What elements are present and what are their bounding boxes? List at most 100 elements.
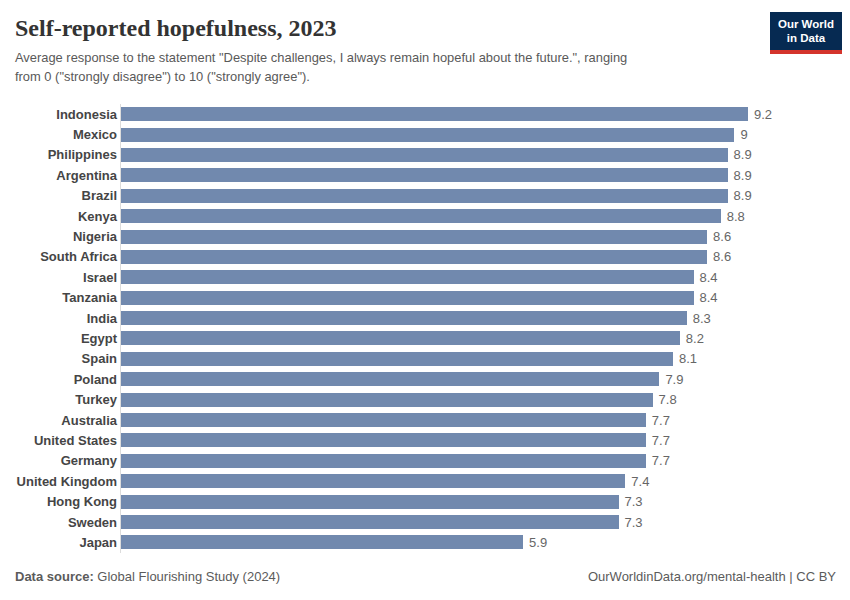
country-label: India [15,311,117,326]
plot-area: 7.9 [120,369,843,389]
chart-row: Germany 7.7 [15,451,843,471]
bar[interactable] [121,413,646,427]
plot-area: 7.7 [120,410,843,430]
chart-row: Japan 5.9 [15,532,843,552]
bar[interactable] [121,393,653,407]
value-label: 5.9 [529,535,547,550]
plot-area: 8.8 [120,206,843,226]
value-label: 8.2 [686,331,704,346]
plot-area: 7.8 [120,389,843,409]
chart-subtitle: Average response to the statement "Despi… [15,49,755,86]
chart-row: Argentina 8.9 [15,165,843,185]
value-label: 8.3 [693,311,711,326]
value-label: 7.7 [652,413,670,428]
country-label: Australia [15,413,117,428]
plot-area: 8.6 [120,226,843,246]
plot-area: 7.7 [120,451,843,471]
plot-area: 8.2 [120,328,843,348]
value-label: 9.2 [754,107,772,122]
chart-row: Spain8.1 [15,349,843,369]
plot-area: 8.9 [120,165,843,185]
bar[interactable] [121,250,707,264]
country-label: Kenya [15,209,117,224]
bar[interactable] [121,495,619,509]
value-label: 7.9 [665,372,683,387]
plot-area: 7.7 [120,430,843,450]
value-label: 8.9 [734,168,752,183]
value-label: 9 [740,127,747,142]
bar[interactable] [121,352,673,366]
country-label: Philippines [15,147,117,162]
country-label: Nigeria [15,229,117,244]
bar[interactable] [121,433,646,447]
plot-area: 7.3 [120,512,843,532]
chart-row: Nigeria8.6 [15,226,843,246]
bar[interactable] [121,474,625,488]
bar[interactable] [121,128,734,142]
country-label: United Kingdom [15,474,117,489]
bar[interactable] [121,454,646,468]
country-label: Brazil [15,188,117,203]
country-label: South Africa [15,249,117,264]
plot-area: 8.9 [120,145,843,165]
bar[interactable] [121,230,707,244]
value-label: 7.4 [631,474,649,489]
bar[interactable] [121,189,728,203]
bar[interactable] [121,535,523,549]
value-label: 7.7 [652,433,670,448]
plot-area: 8.6 [120,247,843,267]
country-label: Argentina [15,168,117,183]
license-url: OurWorldinData.org/mental-health | CC BY [588,569,836,584]
plot-area: 7.3 [120,491,843,511]
value-label: 8.1 [679,351,697,366]
plot-area: 8.1 [120,349,843,369]
chart-header: Self-reported hopefulness, 2023 Average … [15,15,755,86]
bar[interactable] [121,291,694,305]
subtitle-line-1: Average response to the statement "Despi… [15,50,627,65]
chart-row: Egypt 8.2 [15,328,843,348]
chart-row: South Africa8.6 [15,247,843,267]
value-label: 7.7 [652,453,670,468]
chart-row: Brazil8.9 [15,186,843,206]
country-label: Indonesia [15,107,117,122]
country-label: Mexico [15,127,117,142]
value-label: 8.8 [727,209,745,224]
owid-logo-line-2: in Data [770,31,842,45]
value-label: 7.8 [659,392,677,407]
owid-logo: Our World in Data [770,12,842,54]
bar[interactable] [121,270,694,284]
bar[interactable] [121,148,728,162]
chart-row: Philippines8.9 [15,145,843,165]
plot-area: 9.2 [120,104,843,124]
data-source-label: Data source: [15,569,94,584]
chart-row: United States7.7 [15,430,843,450]
bar[interactable] [121,372,659,386]
country-label: Egypt [15,331,117,346]
chart-footer: Data source: Global Flourishing Study (2… [15,569,836,584]
data-source-value: Global Flourishing Study (2024) [94,569,280,584]
bar[interactable] [121,168,728,182]
chart-row: Mexico 9 [15,124,843,144]
country-label: Japan [15,535,117,550]
plot-area: 8.4 [120,288,843,308]
chart-row: India 8.3 [15,308,843,328]
chart-row: Turkey 7.8 [15,389,843,409]
page-title: Self-reported hopefulness, 2023 [15,15,755,41]
chart-row: Indonesia 9.2 [15,104,843,124]
bar[interactable] [121,331,680,345]
country-label: Germany [15,453,117,468]
country-label: Turkey [15,392,117,407]
chart-row: Kenya 8.8 [15,206,843,226]
chart-row: Australia 7.7 [15,410,843,430]
owid-logo-line-1: Our World [770,17,842,31]
country-label: Sweden [15,515,117,530]
value-label: 8.4 [700,290,718,305]
bar[interactable] [121,107,748,121]
bar[interactable] [121,209,721,223]
chart-area: Indonesia9.2Mexico9Philippines8.9Argenti… [15,104,843,553]
bar[interactable] [121,311,687,325]
plot-area: 8.4 [120,267,843,287]
chart-row: United Kingdom 7.4 [15,471,843,491]
bar[interactable] [121,515,619,529]
plot-area: 8.3 [120,308,843,328]
